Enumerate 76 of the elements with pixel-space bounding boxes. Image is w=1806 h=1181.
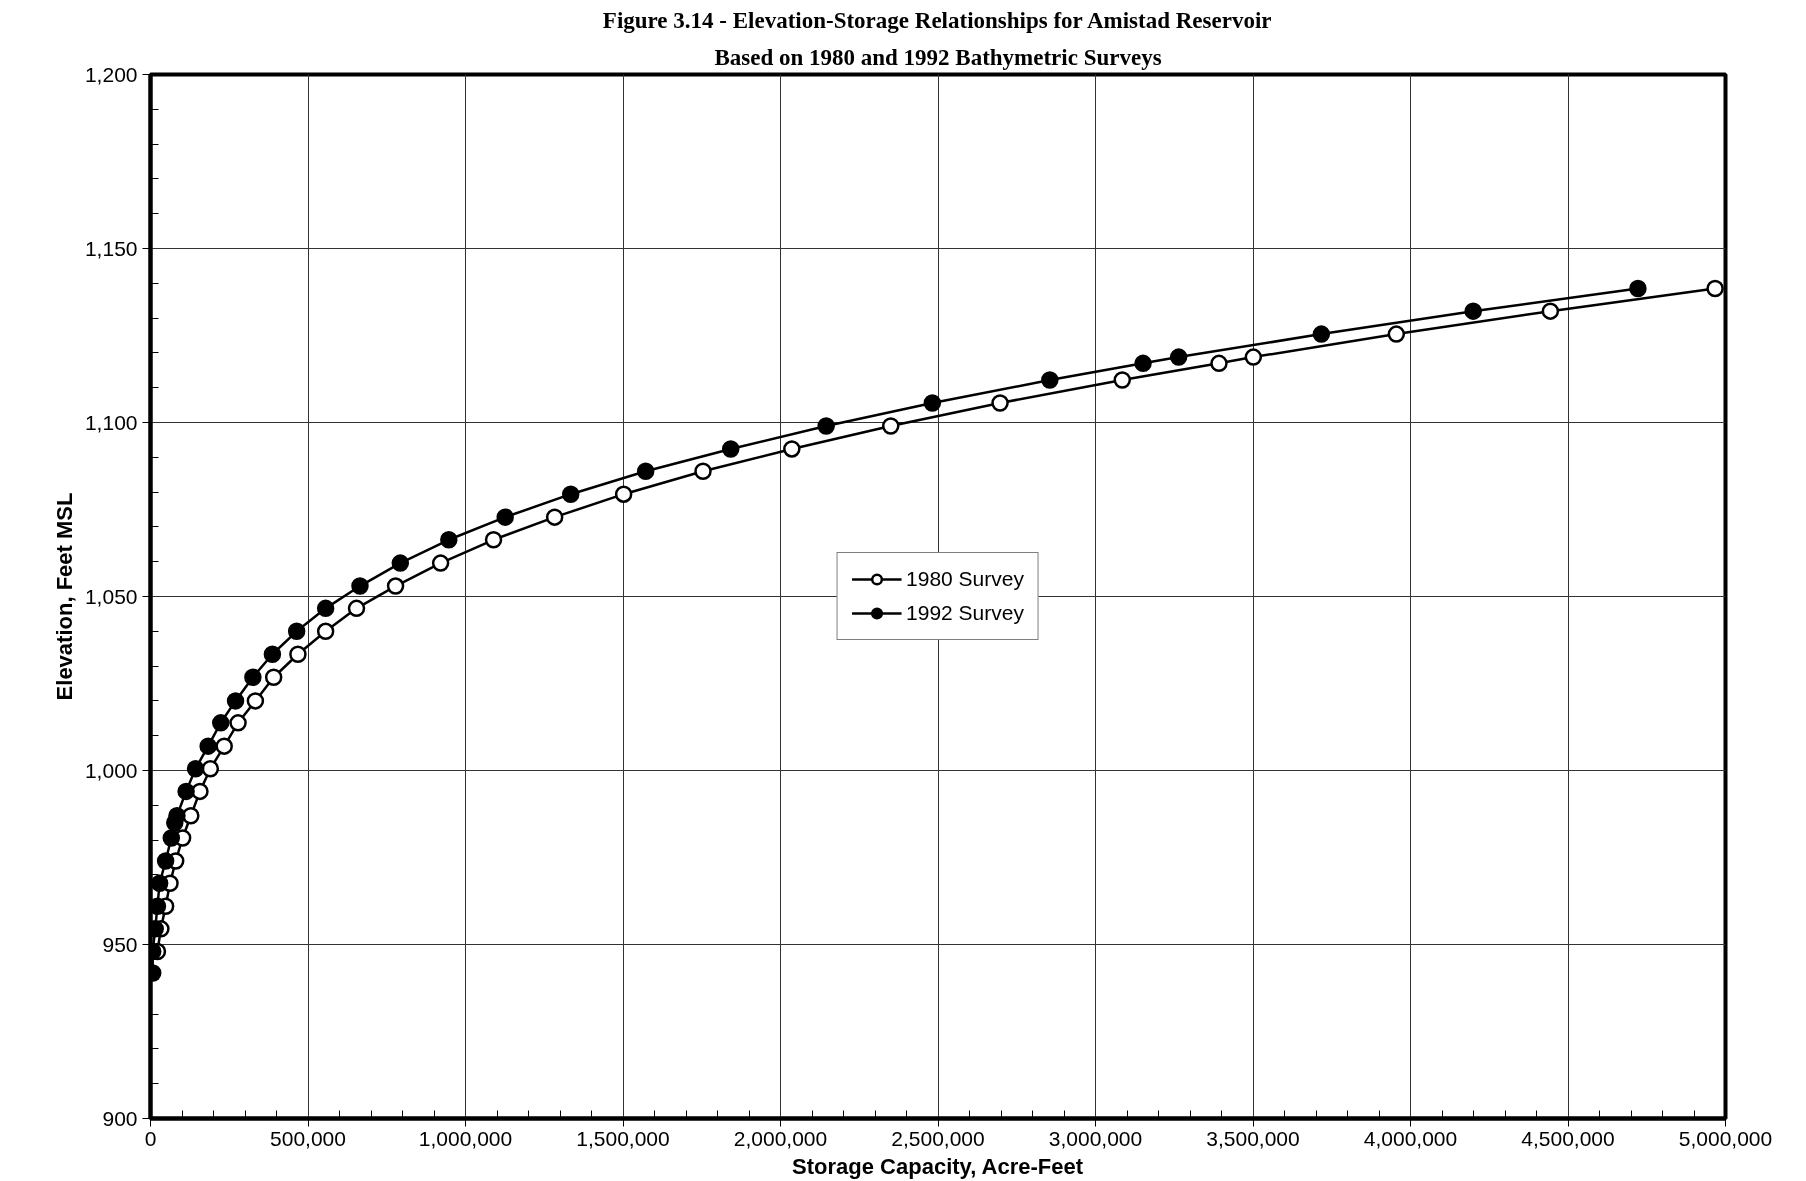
point — [614, 485, 633, 503]
point — [1244, 348, 1263, 366]
y-tick-label: 900 — [102, 1106, 138, 1130]
point — [545, 508, 564, 526]
point — [440, 531, 458, 549]
point — [186, 760, 205, 778]
x-tick-label: 500,000 — [270, 1126, 346, 1150]
point — [1113, 371, 1132, 389]
chart-subtitle: Based on 1980 and 1992 Bathymetric Surveys — [714, 44, 1162, 70]
point — [191, 782, 209, 801]
x-tick-label: 2,000,000 — [733, 1126, 828, 1150]
point — [229, 714, 247, 732]
point — [1041, 371, 1059, 389]
chart-title: Figure 3.14 - Elevation-Storage Relationships for Amistad Reservoir — [602, 7, 1272, 33]
x-tick-label: 4,000,000 — [1363, 1126, 1458, 1150]
point — [1210, 354, 1228, 373]
point — [721, 440, 740, 458]
point — [150, 874, 169, 892]
point — [156, 852, 175, 870]
point — [1387, 325, 1406, 343]
y-tick-label: 1,050 — [84, 584, 138, 608]
x-tick-label: 1,000,000 — [418, 1126, 513, 1150]
point — [246, 692, 265, 710]
point — [1629, 279, 1647, 298]
y-axis-title: Elevation, Feet MSL — [51, 492, 77, 701]
point — [636, 462, 655, 480]
point — [316, 599, 335, 618]
point — [561, 485, 580, 503]
point — [1312, 325, 1331, 343]
x-tick-label: 3,500,000 — [1206, 1126, 1300, 1150]
point — [783, 440, 801, 458]
y-tick-label: 1,000 — [84, 758, 138, 782]
point — [694, 462, 712, 480]
y-tick-label: 950 — [102, 932, 138, 956]
point — [316, 622, 335, 641]
point — [817, 417, 835, 435]
x-tick-label: 0 — [144, 1126, 157, 1150]
point — [264, 668, 283, 686]
point — [177, 782, 195, 801]
y-tick-label: 1,100 — [84, 410, 138, 434]
point — [923, 394, 942, 412]
x-tick-label: 1,500,000 — [576, 1126, 670, 1150]
legend-label: 1980 Survey — [906, 567, 1024, 591]
point — [991, 394, 1009, 412]
point — [289, 645, 307, 663]
y-tick-label: 1,200 — [84, 62, 138, 86]
point — [351, 577, 369, 595]
point — [882, 417, 900, 435]
x-tick-label: 3,000,000 — [1048, 1126, 1143, 1150]
point — [1706, 279, 1724, 298]
point — [496, 508, 514, 526]
y-tick-label: 1,150 — [84, 236, 138, 260]
point — [287, 622, 306, 641]
point — [1134, 354, 1152, 373]
point — [182, 807, 200, 825]
point — [199, 737, 217, 755]
point — [162, 829, 181, 847]
point — [226, 692, 245, 710]
point — [263, 645, 282, 663]
point — [211, 714, 230, 732]
point — [244, 668, 262, 686]
point — [391, 554, 410, 572]
legend-label: 1992 Survey — [906, 601, 1024, 625]
point — [347, 599, 366, 618]
x-axis-title: Storage Capacity, Acre-Feet — [792, 1153, 1084, 1179]
point — [1464, 302, 1482, 320]
x-tick-label: 2,500,000 — [891, 1126, 985, 1150]
point — [386, 577, 405, 595]
point — [201, 760, 220, 778]
point — [431, 554, 450, 572]
x-tick-label: 4,500,000 — [1521, 1126, 1615, 1150]
point — [215, 737, 233, 755]
point — [484, 531, 503, 549]
x-tick-label: 5,000,000 — [1678, 1126, 1773, 1150]
point — [1169, 348, 1188, 366]
point — [1541, 302, 1560, 320]
